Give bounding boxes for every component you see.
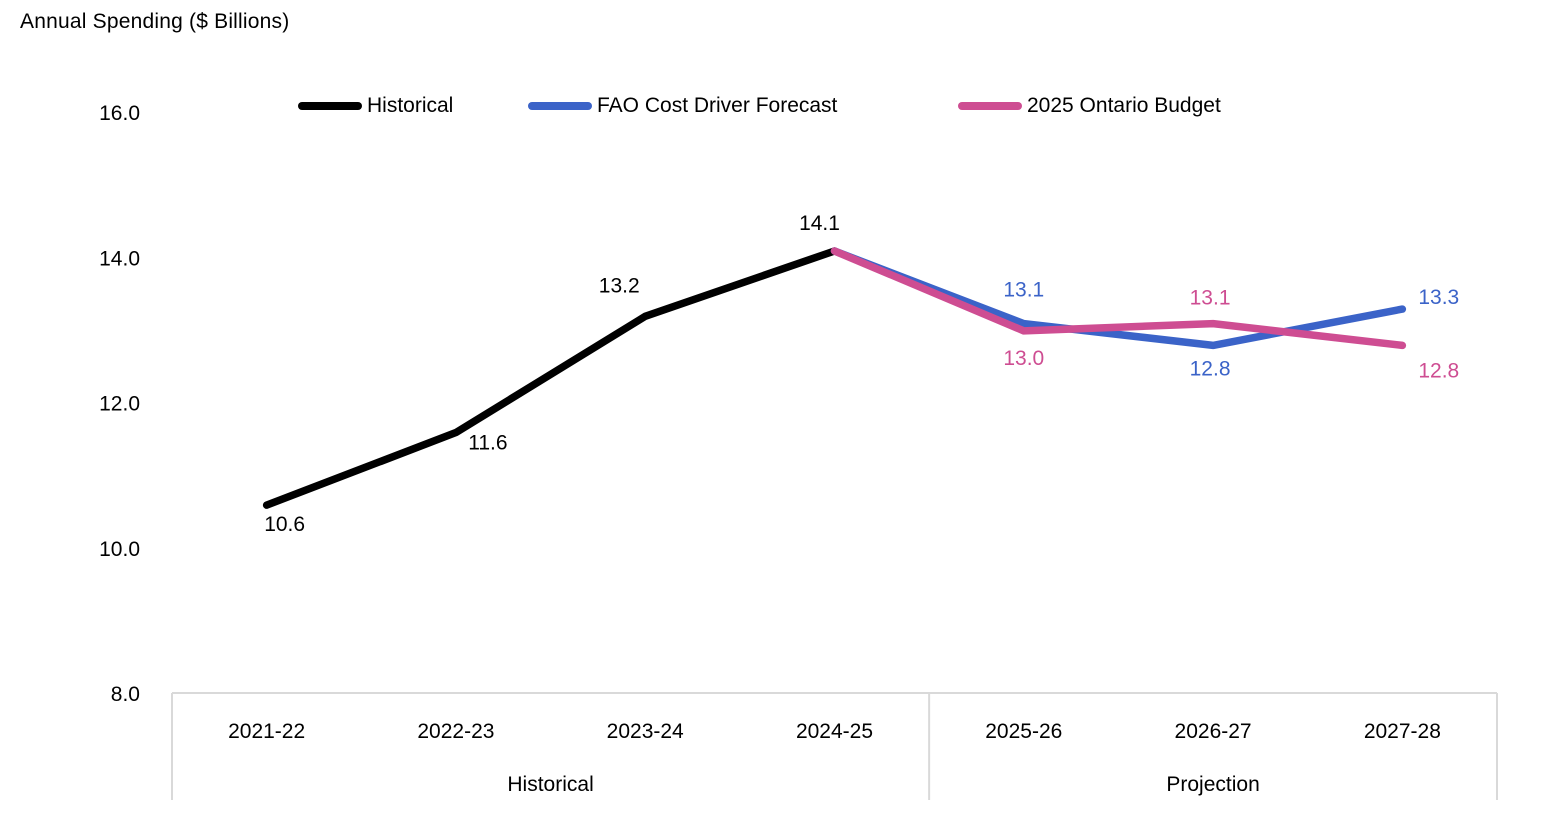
legend-swatch-ontario-budget [958, 102, 1022, 110]
x-category-label: 2026-27 [1175, 720, 1252, 743]
x-category-label: 2027-28 [1364, 720, 1441, 743]
data-label: 10.6 [264, 513, 305, 536]
series-line-fao-cost-driver-forecast [830, 247, 1407, 350]
chart-title: Annual Spending ($ Billions) [20, 10, 290, 33]
axis-group-label: Projection [1166, 773, 1259, 796]
x-category-label: 2022-23 [417, 720, 494, 743]
y-axis-tick-label: 16.0 [99, 102, 140, 125]
data-label: 11.6 [468, 432, 507, 455]
data-label: 13.2 [599, 274, 640, 297]
x-category-label: 2021-22 [228, 720, 305, 743]
series-line-2025-ontario-budget [830, 247, 1407, 350]
x-category-label: 2023-24 [607, 720, 684, 743]
legend-swatch-historical [298, 102, 362, 110]
legend-entry-historical: Historical [298, 94, 454, 117]
legend-label-fao-forecast: FAO Cost Driver Forecast [597, 94, 838, 117]
data-label: 12.8 [1418, 359, 1459, 382]
legend-entry-fao-forecast: FAO Cost Driver Forecast [528, 94, 838, 117]
x-category-label: 2024-25 [796, 720, 873, 743]
y-axis-tick-label: 12.0 [99, 393, 140, 416]
legend-entry-ontario-budget: 2025 Ontario Budget [958, 94, 1221, 117]
data-label: 13.1 [1190, 287, 1231, 310]
series-line-historical [262, 247, 839, 509]
y-axis-tick-label: 8.0 [111, 683, 140, 706]
data-label: 13.0 [1003, 347, 1044, 370]
axis-group-label: Historical [507, 773, 593, 796]
data-label: 14.1 [799, 212, 840, 235]
legend-label-ontario-budget: 2025 Ontario Budget [1027, 94, 1221, 117]
legend-swatch-fao-forecast [528, 102, 592, 110]
y-axis-tick-label: 14.0 [99, 247, 140, 270]
legend-label-historical: Historical [367, 94, 454, 117]
y-axis-tick-label: 10.0 [99, 538, 140, 561]
data-label: 13.3 [1418, 286, 1459, 309]
x-category-label: 2025-26 [985, 720, 1062, 743]
data-label: 13.1 [1003, 279, 1044, 302]
data-label: 12.8 [1190, 357, 1231, 380]
